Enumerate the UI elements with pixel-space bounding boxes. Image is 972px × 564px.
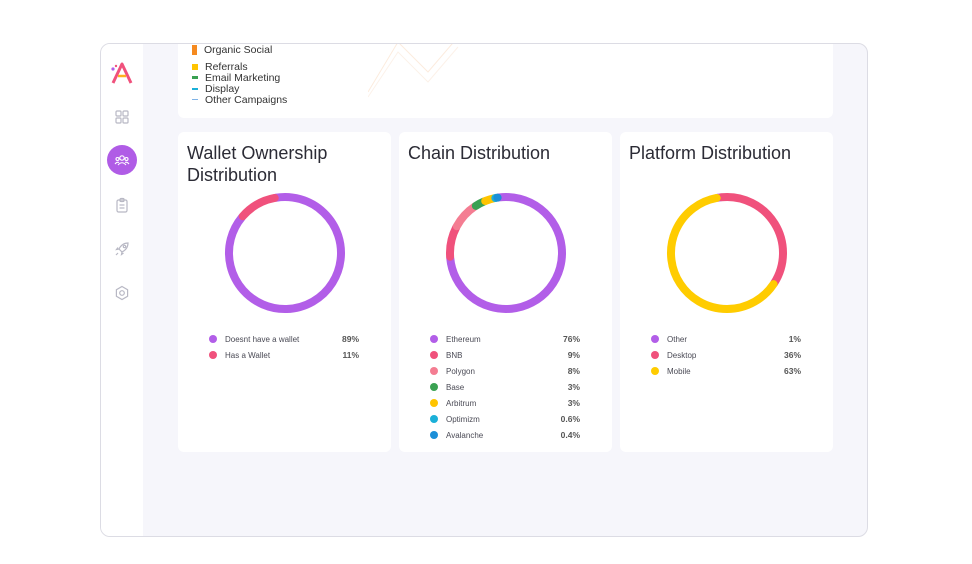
app-window: Organic Social Referrals Email Marketing Di… <box>100 43 868 537</box>
legend-value: 76% <box>562 334 580 344</box>
legend-label: Referrals <box>205 60 248 73</box>
traffic-sources-card: Organic Social Referrals Email Marketing Di… <box>178 43 833 118</box>
chart-legend: Ethereum 76% BNB 9% Polygon 8% Base 3% Arbitrum 3… <box>430 331 580 443</box>
legend-item: Referrals <box>192 60 287 73</box>
donut-segment[interactable] <box>717 193 787 288</box>
legend-item[interactable]: Avalanche 0.4% <box>430 427 580 443</box>
card-title: Platform Distribution <box>629 143 792 163</box>
legend-label: Arbitrum <box>446 398 477 408</box>
legend-value: 8% <box>567 366 580 376</box>
legend-item[interactable]: Mobile 63% <box>651 363 801 379</box>
legend-label: Polygon <box>446 366 475 376</box>
donut-chart <box>225 193 345 313</box>
decorative-lines <box>368 44 459 98</box>
rocket-icon <box>115 242 129 256</box>
card-title: Wallet Ownership Distribution <box>187 143 328 185</box>
donut-segment[interactable] <box>238 193 279 221</box>
legend-dot <box>430 351 438 359</box>
legend-item: Organic Social <box>192 43 287 56</box>
nav-item-dashboard[interactable] <box>107 102 137 132</box>
legend-dot <box>430 383 438 391</box>
traffic-sources-legend: Organic Social Referrals Email Marketing Di… <box>192 43 288 106</box>
legend-value: 9% <box>567 350 580 360</box>
legend-label: Ethereum <box>446 334 481 344</box>
grid-icon <box>115 110 129 124</box>
legend-value: 89% <box>341 334 359 344</box>
card-title: Chain Distribution <box>408 143 551 163</box>
legend-label: Other <box>667 334 688 344</box>
legend-value: 1% <box>788 334 801 344</box>
legend-dot <box>651 367 659 375</box>
legend-label: Desktop <box>667 350 697 360</box>
legend-item[interactable]: Desktop 36% <box>651 347 801 363</box>
chart-legend: Other 1% Desktop 36% Mobile 63% <box>651 331 801 379</box>
legend-dot <box>651 351 659 359</box>
sidebar <box>101 44 143 536</box>
legend-label: Has a Wallet <box>225 350 271 360</box>
distribution-card: Chain Distribution Ethereum 76% BNB 9% Polygo… <box>399 132 612 452</box>
legend-dot <box>430 415 438 423</box>
legend-value: 3% <box>567 382 580 392</box>
legend-label: Mobile <box>667 366 691 376</box>
legend-dot <box>209 351 217 359</box>
nav-item-users[interactable] <box>107 145 137 175</box>
legend-label: Doesnt have a wallet <box>225 334 300 344</box>
legend-item: Display <box>192 82 287 95</box>
legend-dot <box>430 399 438 407</box>
legend-label: Display <box>205 82 240 95</box>
legend-label: Email Marketing <box>205 71 281 84</box>
app-logo[interactable] <box>109 60 135 86</box>
legend-value: 63% <box>783 366 801 376</box>
donut-chart <box>446 193 566 313</box>
legend-swatch <box>192 63 198 70</box>
nav-item-settings[interactable] <box>107 278 137 308</box>
legend-item[interactable]: Arbitrum 3% <box>430 395 580 411</box>
legend-swatch <box>192 99 198 100</box>
legend-item: Other Campaigns <box>192 93 288 106</box>
legend-value: 3% <box>567 398 580 408</box>
legend-value: 11% <box>342 350 359 360</box>
legend-dot <box>651 335 659 343</box>
legend-label: Other Campaigns <box>205 93 288 106</box>
legend-item[interactable]: Ethereum 76% <box>430 331 580 347</box>
donut-chart <box>667 193 787 313</box>
legend-label: BNB <box>446 350 463 360</box>
legend-dot <box>209 335 217 343</box>
legend-item[interactable]: Has a Wallet 11% <box>209 347 359 363</box>
legend-label: Base <box>446 382 465 392</box>
legend-item[interactable]: BNB 9% <box>430 347 580 363</box>
legend-item: Email Marketing <box>192 71 287 84</box>
users-icon <box>114 155 130 166</box>
donut-segment[interactable] <box>225 193 345 313</box>
legend-swatch <box>192 87 198 90</box>
legend-item[interactable]: Polygon 8% <box>430 363 580 379</box>
legend-label: Organic Social <box>204 43 273 56</box>
nav-item-tasks[interactable] <box>107 190 137 220</box>
distribution-card: Platform Distribution Other 1% Desktop 36% Mo… <box>620 132 833 452</box>
legend-swatch <box>192 44 197 55</box>
legend-value: 36% <box>783 350 801 360</box>
legend-item[interactable]: Optimizm 0.6% <box>430 411 580 427</box>
legend-item[interactable]: Other 1% <box>651 331 801 347</box>
legend-dot <box>430 335 438 343</box>
legend-item[interactable]: Doesnt have a wallet 89% <box>209 331 359 347</box>
legend-dot <box>430 431 438 439</box>
distribution-card: Wallet Ownership Distribution Doesnt have… <box>178 132 391 452</box>
donut-segment[interactable] <box>452 202 479 231</box>
legend-value: 0.4% <box>560 430 580 440</box>
nav-item-campaigns[interactable] <box>107 234 137 264</box>
legend-value: 0.6% <box>560 414 580 424</box>
legend-label: Optimizm <box>446 414 480 424</box>
chart-legend: Doesnt have a wallet 89% Has a Wallet 11% <box>209 331 359 363</box>
legend-item[interactable]: Base 3% <box>430 379 580 395</box>
legend-label: Avalanche <box>446 430 484 440</box>
legend-swatch <box>192 76 198 79</box>
settings-icon <box>115 285 129 301</box>
donut-segment[interactable] <box>446 193 566 313</box>
legend-dot <box>430 367 438 375</box>
donut-segment[interactable] <box>667 193 778 313</box>
clipboard-icon <box>116 197 128 213</box>
donut-segment[interactable] <box>446 223 461 261</box>
